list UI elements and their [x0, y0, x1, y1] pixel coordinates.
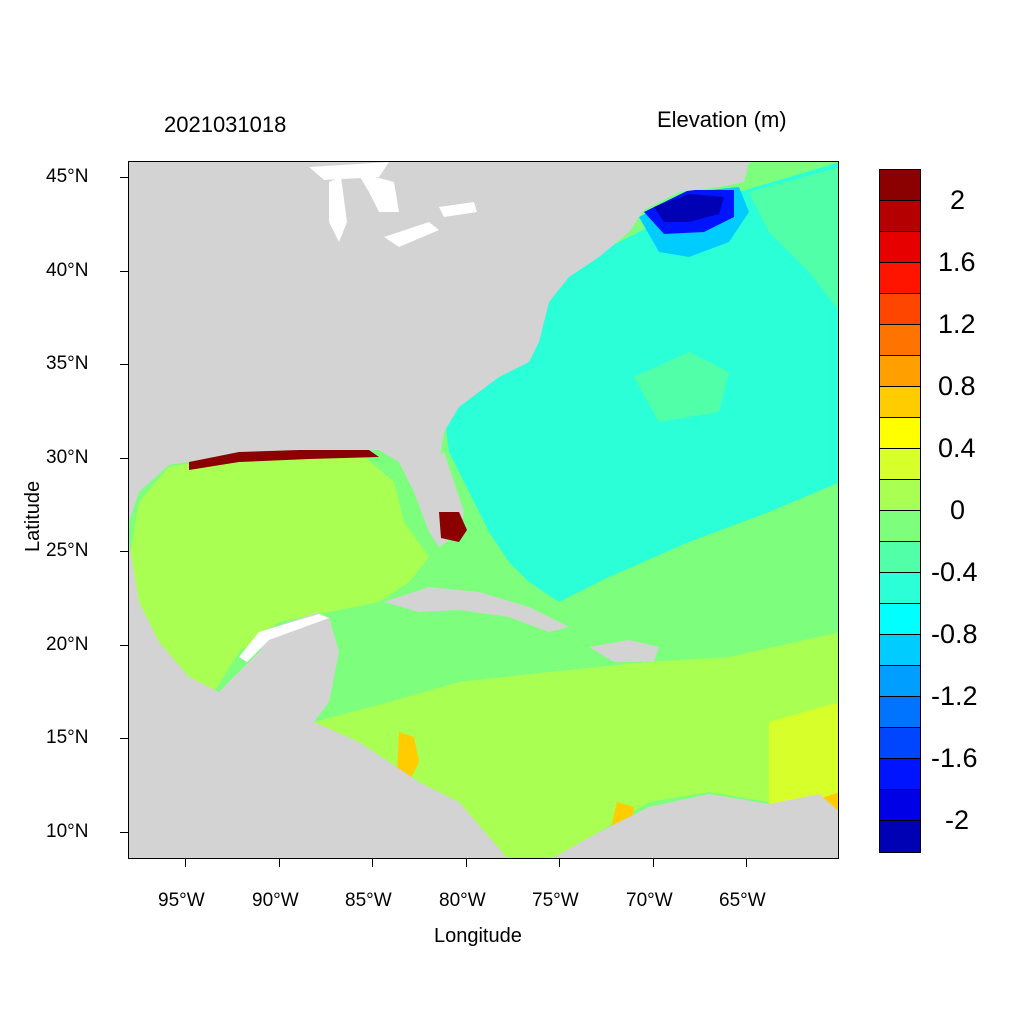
colorbar-swatch	[880, 387, 920, 418]
colorbar-swatch	[880, 170, 920, 201]
colorbar-label: 2	[950, 185, 966, 215]
y-tick	[120, 271, 128, 272]
colorbar-swatch	[880, 759, 920, 790]
y-tick-label: 15°N	[46, 727, 89, 748]
colorbar-label: 1.2	[938, 309, 976, 339]
x-tick-label: 95°W	[158, 890, 205, 911]
x-tick-label: 75°W	[532, 890, 579, 911]
gulf-coast-surge	[189, 450, 379, 470]
x-tick	[559, 859, 560, 867]
colorbar-swatch	[880, 728, 920, 759]
y-tick	[120, 551, 128, 552]
y-tick	[120, 645, 128, 646]
colorbar-swatch	[880, 294, 920, 325]
colorbar-swatch	[880, 542, 920, 573]
colorbar-swatch	[880, 418, 920, 449]
colorbar-swatch	[880, 201, 920, 232]
y-axis-title: Latitude	[22, 480, 44, 552]
atlantic-patch	[634, 352, 729, 422]
colorbar-swatch	[880, 449, 920, 480]
hispaniola-land	[589, 640, 659, 662]
variable-title: Elevation (m)	[657, 107, 787, 132]
map-panel	[128, 161, 839, 859]
colorbar-label: 1.6	[938, 247, 976, 277]
x-tick	[185, 859, 186, 867]
y-tick-label: 25°N	[46, 540, 89, 561]
atlantic-patch-2	[749, 167, 838, 310]
y-tick	[120, 458, 128, 459]
x-tick	[653, 859, 654, 867]
colorbar	[879, 169, 921, 853]
x-tick	[746, 859, 747, 867]
atlantic-east-patch	[729, 484, 838, 632]
y-tick-label: 45°N	[46, 166, 89, 187]
colorbar-swatch	[880, 697, 920, 728]
x-tick	[372, 859, 373, 867]
x-tick-label: 85°W	[345, 890, 392, 911]
colorbar-label: 0.4	[938, 433, 976, 463]
lake-erie	[384, 222, 439, 247]
lake-ontario	[439, 202, 477, 217]
colorbar-swatch	[880, 480, 920, 511]
y-tick-label: 10°N	[46, 821, 89, 842]
timestamp-title: 2021031018	[164, 112, 287, 137]
x-tick-label: 80°W	[439, 890, 486, 911]
colorbar-label: 0	[950, 495, 966, 525]
y-tick	[120, 832, 128, 833]
y-tick-label: 30°N	[46, 447, 89, 468]
x-tick-label: 65°W	[719, 890, 766, 911]
y-tick	[120, 364, 128, 365]
gulf-of-maine-low-center	[654, 194, 724, 222]
caribbean-sea	[314, 632, 838, 858]
gulf-of-mexico	[129, 452, 429, 692]
lake-michigan	[329, 177, 347, 242]
colorbar-swatch	[880, 635, 920, 666]
y-tick	[120, 738, 128, 739]
y-tick-label: 40°N	[46, 260, 89, 281]
colorbar-label: 0.8	[938, 371, 976, 401]
south-america-land	[552, 794, 838, 858]
colorbar-swatch	[880, 573, 920, 604]
colorbar-label: -0.4	[931, 557, 978, 587]
colorbar-swatch	[880, 604, 920, 635]
mexico-land	[129, 542, 508, 858]
x-tick-label: 70°W	[626, 890, 673, 911]
colorbar-label: -1.6	[931, 743, 978, 773]
central-america-high	[397, 732, 419, 782]
colorbar-label: -2	[945, 805, 970, 835]
colorbar-swatch	[880, 666, 920, 697]
yucatan-coast	[239, 614, 329, 662]
colorbar-swatch	[880, 511, 920, 542]
x-tick	[279, 859, 280, 867]
cuba-land	[384, 587, 569, 632]
colorbar-swatch	[880, 325, 920, 356]
y-tick-label: 35°N	[46, 353, 89, 374]
colorbar-swatch	[880, 232, 920, 263]
colorbar-swatch	[880, 790, 920, 821]
colorbar-swatch	[880, 356, 920, 387]
x-tick-label: 90°W	[252, 890, 299, 911]
y-tick	[120, 177, 128, 178]
florida-surge	[439, 512, 467, 542]
map-canvas	[129, 162, 838, 858]
lake-huron	[357, 172, 399, 212]
colorbar-swatch	[880, 263, 920, 294]
y-tick-label: 20°N	[46, 634, 89, 655]
x-tick	[466, 859, 467, 867]
colorbar-label: -1.2	[931, 681, 978, 711]
colorbar-label: -0.8	[931, 619, 978, 649]
x-axis-title: Longitude	[434, 925, 522, 947]
colorbar-swatch	[880, 821, 920, 852]
